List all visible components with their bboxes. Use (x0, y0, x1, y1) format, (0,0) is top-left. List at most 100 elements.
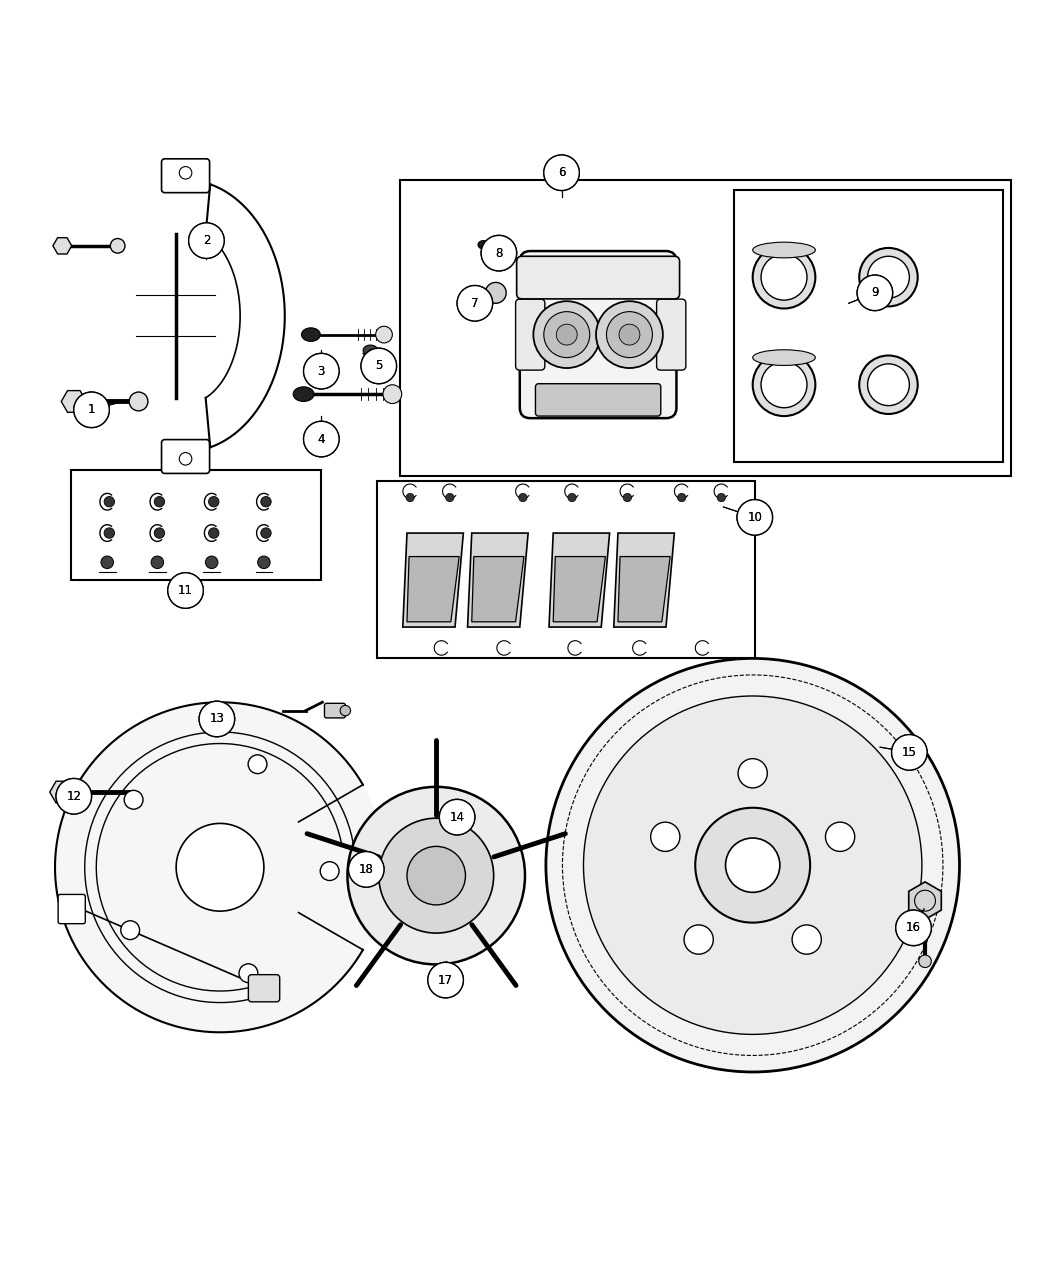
Text: 12: 12 (66, 789, 81, 803)
Circle shape (651, 822, 680, 852)
Circle shape (239, 964, 258, 983)
Circle shape (481, 236, 517, 270)
Circle shape (859, 247, 918, 306)
Circle shape (825, 822, 855, 852)
Circle shape (55, 703, 385, 1033)
Text: 16: 16 (906, 922, 921, 935)
Text: 18: 18 (359, 863, 374, 876)
Circle shape (761, 362, 807, 408)
Circle shape (349, 852, 384, 887)
Polygon shape (61, 390, 86, 412)
FancyBboxPatch shape (249, 974, 279, 1002)
Circle shape (151, 556, 164, 569)
Text: 7: 7 (471, 297, 479, 310)
Circle shape (74, 391, 109, 427)
Text: 12: 12 (66, 789, 81, 803)
Circle shape (896, 910, 931, 946)
Circle shape (457, 286, 492, 321)
Circle shape (738, 759, 768, 788)
Text: 11: 11 (178, 584, 193, 597)
Circle shape (110, 238, 125, 254)
Bar (377, 481, 755, 658)
Polygon shape (549, 533, 610, 627)
Circle shape (121, 921, 140, 940)
Circle shape (260, 528, 271, 538)
Circle shape (340, 705, 351, 715)
Polygon shape (553, 557, 606, 622)
Circle shape (209, 528, 219, 538)
Circle shape (737, 500, 773, 536)
Circle shape (546, 658, 960, 1072)
Circle shape (439, 799, 475, 835)
Circle shape (607, 311, 652, 357)
Circle shape (206, 556, 218, 569)
Circle shape (684, 924, 713, 954)
Ellipse shape (301, 328, 320, 342)
Text: 13: 13 (209, 713, 225, 725)
Circle shape (753, 353, 816, 416)
Circle shape (303, 353, 339, 389)
Circle shape (124, 790, 143, 810)
Text: 6: 6 (558, 166, 565, 180)
Circle shape (168, 572, 204, 608)
Circle shape (481, 236, 517, 270)
Text: 16: 16 (906, 922, 921, 935)
Circle shape (753, 246, 816, 309)
Text: 14: 14 (449, 811, 464, 824)
Polygon shape (908, 882, 941, 919)
Circle shape (544, 311, 590, 357)
Circle shape (209, 496, 219, 507)
FancyBboxPatch shape (58, 895, 85, 923)
FancyBboxPatch shape (162, 440, 210, 473)
FancyBboxPatch shape (520, 251, 676, 418)
FancyBboxPatch shape (516, 300, 545, 370)
Circle shape (361, 348, 397, 384)
Text: 17: 17 (438, 974, 454, 987)
Polygon shape (403, 533, 463, 627)
Text: 17: 17 (438, 974, 454, 987)
Circle shape (519, 493, 527, 502)
Circle shape (891, 734, 927, 770)
Polygon shape (618, 557, 670, 622)
Text: 4: 4 (317, 432, 326, 445)
Circle shape (383, 385, 402, 404)
Text: 8: 8 (496, 246, 503, 260)
Text: 4: 4 (317, 432, 326, 445)
Circle shape (257, 556, 270, 569)
Text: 15: 15 (902, 746, 917, 759)
Circle shape (859, 356, 918, 414)
Bar (400, 180, 1011, 476)
Circle shape (349, 852, 384, 887)
Circle shape (624, 493, 631, 502)
Circle shape (717, 493, 726, 502)
Circle shape (101, 556, 113, 569)
Polygon shape (614, 533, 674, 627)
Circle shape (427, 963, 463, 998)
Circle shape (457, 286, 492, 321)
Text: 3: 3 (318, 365, 326, 377)
FancyBboxPatch shape (656, 300, 686, 370)
Circle shape (406, 493, 415, 502)
Circle shape (168, 572, 204, 608)
FancyBboxPatch shape (536, 384, 660, 416)
Circle shape (620, 324, 639, 346)
Text: 9: 9 (872, 287, 879, 300)
Circle shape (544, 156, 580, 190)
Ellipse shape (753, 242, 816, 258)
Bar (70, 470, 321, 580)
Circle shape (485, 282, 506, 303)
Text: 2: 2 (203, 235, 210, 247)
Circle shape (376, 326, 393, 343)
Circle shape (896, 910, 931, 946)
Text: 18: 18 (359, 863, 374, 876)
Polygon shape (49, 782, 75, 803)
Text: 7: 7 (471, 297, 479, 310)
Text: 6: 6 (558, 166, 565, 180)
Circle shape (737, 500, 773, 536)
Circle shape (544, 156, 580, 190)
Ellipse shape (293, 386, 314, 402)
FancyBboxPatch shape (324, 704, 345, 718)
Polygon shape (407, 557, 459, 622)
Text: 5: 5 (375, 360, 382, 372)
Circle shape (533, 301, 601, 368)
